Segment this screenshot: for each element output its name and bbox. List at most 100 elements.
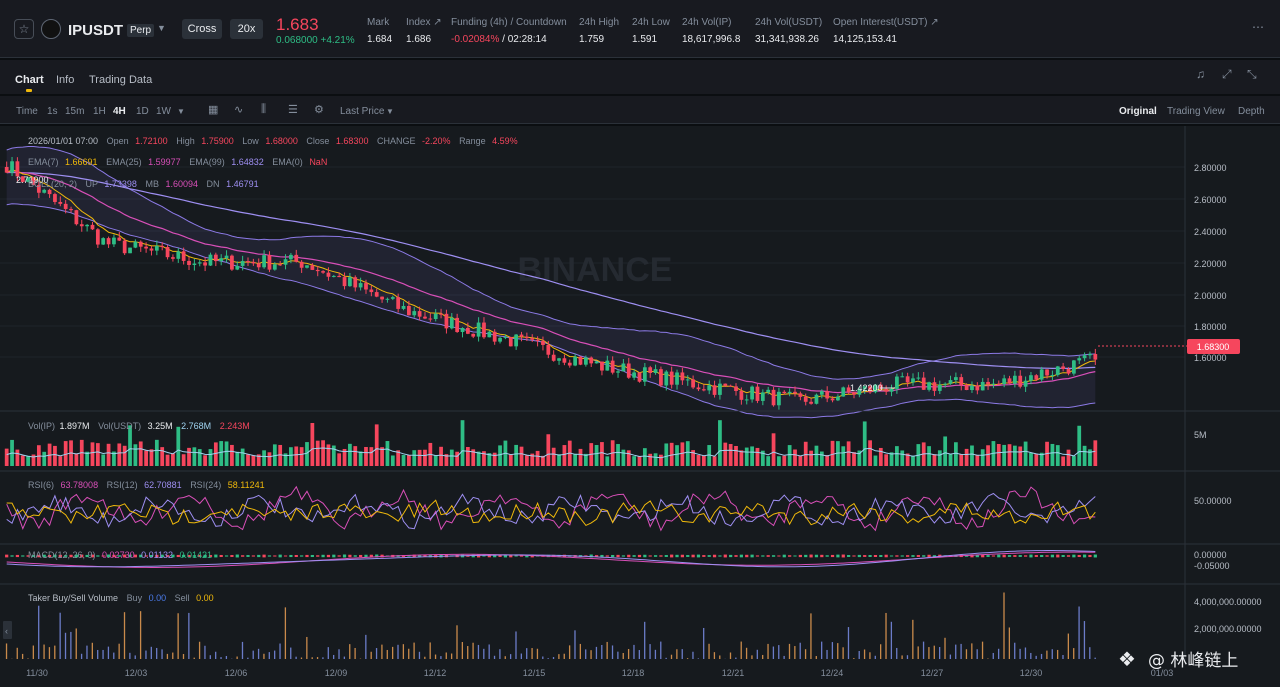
taker-bar — [579, 643, 581, 659]
candle-body — [975, 385, 980, 391]
symbol-title[interactable]: IPUSDT — [68, 22, 124, 39]
bell-icon[interactable]: ♫ — [1196, 67, 1205, 81]
candle-body — [573, 356, 578, 366]
macd-bar — [257, 554, 261, 558]
chevron-down-icon[interactable]: ▼ — [177, 107, 185, 116]
candle-body — [691, 379, 695, 388]
timeframe-1d[interactable]: 1D — [136, 106, 149, 117]
price-type-select[interactable]: Last Price — [340, 106, 385, 117]
settings-sliders-icon[interactable]: ☰ — [288, 104, 298, 116]
view-trading-view[interactable]: Trading View — [1167, 106, 1225, 117]
volume-bar — [154, 439, 159, 466]
volume-bar — [487, 453, 492, 466]
volume-bar — [932, 454, 937, 466]
date-tick: 12/12 — [424, 668, 447, 678]
more-options-icon[interactable]: ⋯ — [1252, 20, 1264, 34]
taker-bar — [751, 655, 753, 659]
candle-body — [600, 361, 604, 371]
timeframe-4h[interactable]: 4H — [113, 106, 126, 117]
candle-body — [412, 311, 417, 316]
margin-mode-button[interactable]: Cross — [182, 19, 222, 39]
taker-bar — [450, 653, 453, 659]
volume-bar — [600, 442, 604, 466]
macd-bar — [755, 555, 760, 557]
macd-bar — [498, 555, 502, 557]
candlestick-chart[interactable]: BINANCE 2.80000 2.60000 2.40000 2.20000 … — [0, 126, 1280, 687]
timeframe-1s[interactable]: 1s — [47, 106, 58, 117]
scroll-handle[interactable] — [3, 621, 12, 639]
chart-area[interactable]: BINANCE 2.80000 2.60000 2.40000 2.20000 … — [0, 126, 1280, 687]
volume-bar — [192, 447, 197, 466]
macd-bar — [1066, 555, 1071, 557]
volume-bar — [937, 450, 942, 466]
volume-bar — [128, 425, 132, 466]
volume-bar — [256, 454, 261, 466]
candle-body — [868, 386, 872, 393]
chevron-down-icon[interactable]: ▼ — [157, 23, 166, 33]
credit-text: @ 林峰链上 — [1148, 651, 1238, 671]
calendar-icon[interactable]: ▦ — [208, 104, 219, 116]
volume-bar — [208, 449, 213, 466]
macd-bar — [621, 555, 626, 557]
volume-bar — [803, 441, 808, 466]
candle-type-icon[interactable]: ⫼ — [261, 103, 267, 115]
high-value: 1.759 — [579, 34, 605, 45]
indicator-icon[interactable]: ∿ — [234, 104, 244, 116]
candle-body — [246, 261, 250, 263]
macd-bar — [31, 555, 36, 557]
taker-bar — [386, 649, 388, 659]
volume-bar — [825, 455, 830, 466]
leverage-button[interactable]: 20x — [230, 19, 263, 39]
gear-icon[interactable]: ⚙ — [314, 104, 324, 116]
candle-body — [305, 265, 309, 268]
candle-body — [889, 388, 894, 392]
volume-bar — [782, 455, 787, 466]
view-depth[interactable]: Depth — [1238, 106, 1265, 117]
expand-icon[interactable]: ⤢ — [1222, 67, 1232, 81]
tab-info[interactable]: Info — [56, 74, 75, 86]
date-tick: 11/30 — [26, 668, 48, 678]
tab-trading-data[interactable]: Trading Data — [89, 74, 153, 86]
boll-mb-value: 1.60094 — [165, 179, 198, 189]
open-interest-label[interactable]: Open Interest(USDT) ↗ — [833, 17, 939, 28]
macd-bar — [702, 555, 706, 557]
volume-bar — [396, 450, 401, 466]
index-label[interactable]: Index ↗ — [406, 17, 442, 28]
volume-bar — [15, 449, 20, 466]
chevron-left-icon[interactable]: ‹ — [5, 626, 8, 636]
macd-bar — [165, 555, 170, 557]
timeframe-1h[interactable]: 1H — [93, 106, 106, 117]
view-original[interactable]: Original — [1119, 106, 1157, 117]
volume-bar — [862, 421, 867, 466]
volume-bar — [980, 449, 985, 466]
macd-bar — [782, 554, 786, 558]
mark-value: 1.684 — [367, 34, 393, 45]
star-icon[interactable]: ☆ — [14, 19, 34, 39]
ema7-value: 1.66691 — [65, 157, 98, 167]
candle-body — [428, 318, 433, 320]
taker-bar — [274, 650, 276, 659]
taker-bar — [1035, 655, 1037, 659]
volume-bar — [551, 447, 556, 466]
taker-bar — [445, 652, 447, 659]
volume-bar — [1034, 454, 1039, 466]
macd-bar — [873, 554, 878, 558]
chevron-down-icon[interactable]: ▼ — [386, 107, 394, 116]
volume-bar — [707, 445, 712, 466]
volume-bar — [648, 453, 653, 466]
timeframe-1w[interactable]: 1W — [156, 106, 171, 117]
tab-chart[interactable]: Chart — [15, 74, 44, 86]
taker-bar — [676, 649, 678, 659]
taker-bar — [225, 655, 228, 659]
candle-body — [353, 277, 358, 288]
macd-bar — [616, 554, 620, 558]
taker-bar — [461, 642, 464, 659]
macd-bar — [407, 555, 411, 557]
taker-bar — [960, 643, 962, 659]
last-price: 1.683 — [276, 15, 319, 34]
macd-bar — [863, 555, 867, 557]
timeframe-time[interactable]: Time — [16, 106, 38, 117]
boll-dn-label: DN — [207, 179, 220, 189]
fullscreen-icon[interactable]: ⤡ — [1247, 67, 1257, 81]
timeframe-15m[interactable]: 15m — [65, 106, 85, 117]
